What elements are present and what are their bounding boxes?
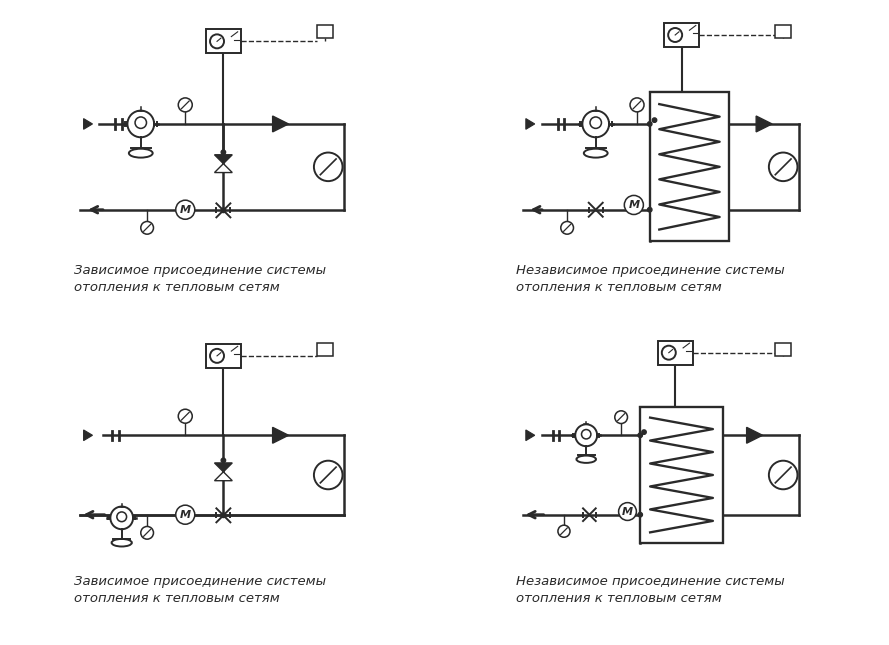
Text: M: M: [180, 204, 191, 215]
Circle shape: [140, 221, 154, 234]
Circle shape: [176, 200, 195, 219]
Bar: [658, 341, 693, 364]
Circle shape: [647, 208, 652, 212]
Circle shape: [176, 505, 195, 524]
Circle shape: [558, 525, 570, 537]
Circle shape: [624, 195, 644, 215]
Circle shape: [221, 513, 226, 517]
Circle shape: [561, 221, 573, 234]
Polygon shape: [525, 119, 535, 129]
Circle shape: [179, 409, 192, 423]
Text: Зависимое присоединение системы
отопления к тепловым сетям: Зависимое присоединение системы отоплени…: [74, 575, 326, 605]
Circle shape: [619, 502, 637, 521]
Polygon shape: [84, 430, 92, 441]
Circle shape: [769, 461, 797, 490]
Text: M: M: [622, 506, 633, 517]
Circle shape: [575, 424, 597, 446]
Polygon shape: [747, 428, 763, 443]
Text: Независимое присоединение системы
отопления к тепловым сетям: Независимое присоединение системы отопле…: [517, 575, 785, 605]
Polygon shape: [214, 471, 232, 481]
Text: M: M: [180, 510, 191, 520]
Polygon shape: [214, 164, 232, 173]
Text: M: M: [629, 200, 639, 210]
Polygon shape: [757, 116, 772, 132]
Circle shape: [127, 110, 154, 137]
Polygon shape: [273, 116, 289, 132]
Circle shape: [642, 430, 646, 434]
Bar: [317, 25, 333, 38]
Circle shape: [210, 349, 224, 363]
Ellipse shape: [576, 455, 596, 463]
Text: Независимое присоединение системы
отопления к тепловым сетям: Независимое присоединение системы отопле…: [517, 264, 785, 293]
Bar: [775, 343, 791, 356]
Circle shape: [582, 110, 609, 137]
Circle shape: [590, 117, 602, 128]
Polygon shape: [273, 428, 289, 443]
Circle shape: [669, 28, 682, 42]
Circle shape: [135, 117, 147, 128]
Polygon shape: [214, 155, 232, 164]
Circle shape: [581, 430, 591, 439]
Circle shape: [653, 118, 657, 123]
Circle shape: [116, 512, 126, 522]
Circle shape: [179, 98, 192, 112]
Circle shape: [769, 152, 797, 181]
Bar: [640, 407, 723, 543]
Circle shape: [140, 526, 154, 539]
Circle shape: [221, 458, 226, 462]
Ellipse shape: [584, 149, 608, 157]
Circle shape: [210, 34, 224, 48]
Polygon shape: [525, 430, 535, 441]
Polygon shape: [214, 463, 232, 471]
Circle shape: [615, 411, 628, 424]
Circle shape: [647, 122, 652, 126]
Bar: [650, 92, 729, 241]
Bar: [317, 343, 333, 356]
Circle shape: [638, 433, 643, 437]
Polygon shape: [84, 119, 92, 129]
Circle shape: [110, 506, 133, 529]
Ellipse shape: [112, 539, 132, 546]
Circle shape: [661, 346, 676, 360]
Circle shape: [314, 152, 342, 181]
Bar: [775, 25, 791, 38]
Bar: [664, 23, 699, 47]
Ellipse shape: [129, 149, 153, 157]
Circle shape: [221, 150, 226, 154]
Circle shape: [638, 513, 643, 517]
Circle shape: [630, 98, 644, 112]
Circle shape: [314, 461, 342, 490]
Text: Зависимое присоединение системы
отопления к тепловым сетям: Зависимое присоединение системы отоплени…: [74, 264, 326, 293]
Bar: [206, 30, 241, 54]
Circle shape: [221, 208, 226, 213]
Bar: [206, 344, 241, 368]
